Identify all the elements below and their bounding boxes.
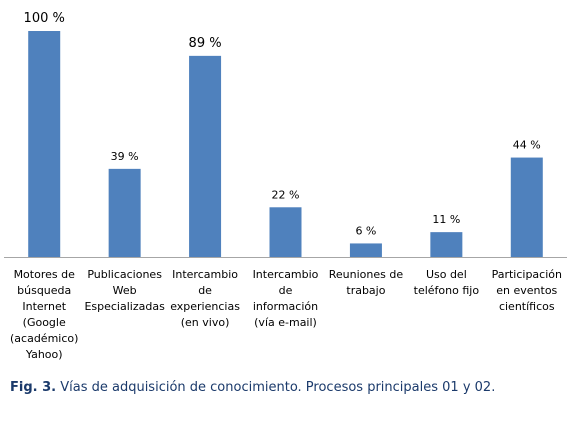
bar-chart: 100 % 39 % 89 % 22 % 6 % 11 % 44 % Motores de b… bbox=[4, 11, 567, 361]
category-label-2: Intercambio de experiencias (en vivo) bbox=[170, 268, 240, 329]
category-label-3: Intercambio de información (vía e-mail) bbox=[253, 268, 319, 329]
bar-4 bbox=[349, 243, 382, 257]
bar-5 bbox=[430, 232, 463, 257]
bar-1 bbox=[108, 168, 141, 257]
category-labels-group: Motores de búsqueda Internet (Google (académ… bbox=[10, 268, 562, 361]
category-label-1: Publicaciones Web Especializadas bbox=[84, 268, 165, 313]
figure-number: Fig. 3. bbox=[10, 380, 57, 395]
data-label-6: 44 % bbox=[513, 139, 541, 152]
data-label-3: 22 % bbox=[272, 188, 300, 201]
bar-6 bbox=[510, 157, 543, 257]
category-label-0: Motores de búsqueda Internet (Google (académ… bbox=[10, 268, 78, 361]
bar-3 bbox=[269, 207, 302, 257]
bars-group bbox=[28, 31, 543, 257]
figure-caption-text: Vías de adquisición de conocimiento. Pro… bbox=[56, 380, 496, 395]
data-label-4: 6 % bbox=[355, 224, 376, 237]
data-labels-group: 100 % 39 % 89 % 22 % 6 % 11 % 44 % bbox=[24, 11, 541, 237]
data-label-5: 11 % bbox=[432, 213, 460, 226]
category-label-4: Reuniones de trabajo bbox=[329, 268, 404, 297]
data-label-0: 100 % bbox=[24, 11, 65, 26]
data-label-1: 39 % bbox=[111, 150, 139, 163]
category-label-5: Uso del teléfono fijo bbox=[414, 268, 480, 297]
figure-caption: Fig. 3. Vías de adquisición de conocimie… bbox=[10, 380, 495, 395]
bar-0 bbox=[28, 31, 61, 257]
data-label-2: 89 % bbox=[189, 36, 222, 51]
category-label-6: Participación en eventos científicos bbox=[492, 268, 562, 313]
bar-2 bbox=[189, 55, 222, 257]
